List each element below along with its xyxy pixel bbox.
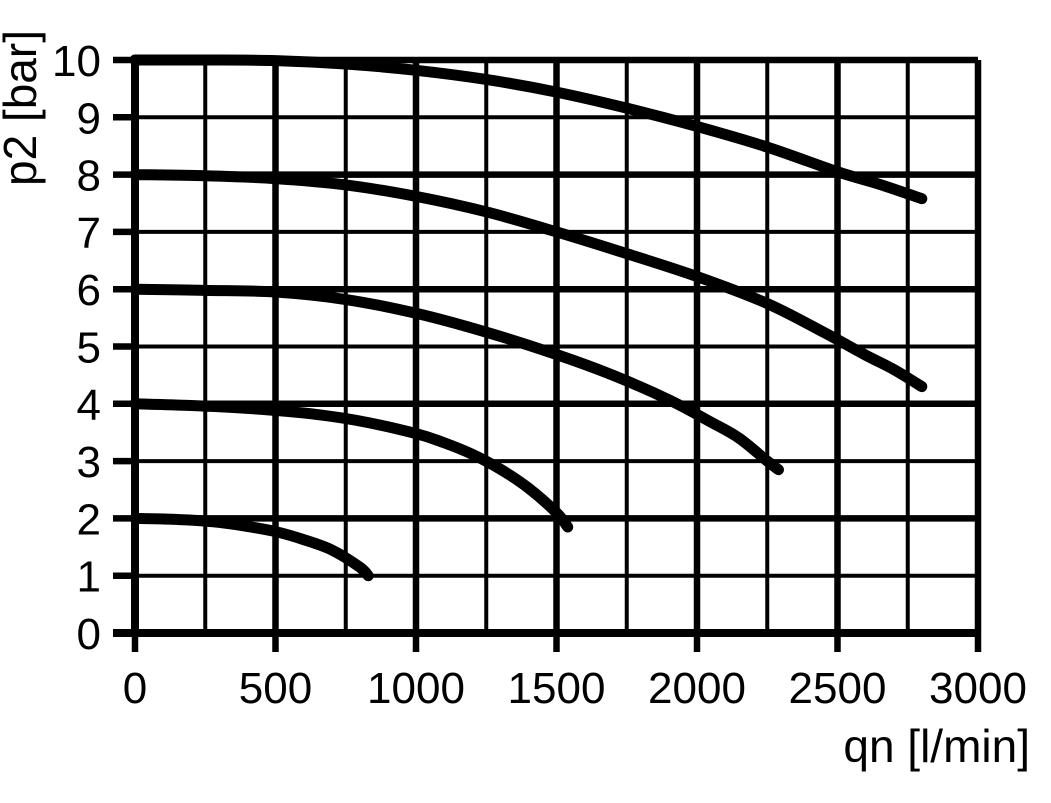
y-tick-label: 1: [77, 553, 101, 602]
y-tick-label: 3: [77, 438, 101, 487]
pressure-curve-8bar: [129, 169, 928, 393]
x-tick-label: 3000: [929, 664, 1027, 713]
x-tick-label: 2000: [648, 664, 746, 713]
y-tick-label: 6: [77, 266, 101, 315]
tick-labels-group: 0 500 1000 1500 2000 2500 3000 0 1 2 3 4 5 6 7 8 9 10: [52, 37, 1027, 713]
y-tick-label: 4: [77, 381, 101, 430]
y-tick-label: 0: [77, 610, 101, 659]
y-tick-label: 7: [77, 209, 101, 258]
pressure-curve-2bar: [129, 512, 374, 582]
pressure-curve-10bar: [129, 54, 928, 205]
x-axis-label: qn [l/min]: [843, 720, 1030, 772]
y-axis-label: p2 [bar]: [0, 30, 46, 186]
x-tick-label: 2500: [789, 664, 887, 713]
gridlines-group: [131, 56, 982, 633]
x-tick-label: 1500: [508, 664, 606, 713]
pressure-curve-6bar: [129, 283, 784, 476]
y-tick-label: 10: [52, 37, 101, 86]
y-tick-label: 2: [77, 495, 101, 544]
y-tick-label: 9: [77, 94, 101, 143]
y-tick-label: 8: [77, 152, 101, 201]
x-tick-label: 1000: [367, 664, 465, 713]
x-tick-label: 500: [239, 664, 312, 713]
pressure-curve-4bar: [129, 398, 574, 533]
curves-group: [129, 54, 928, 582]
x-tick-label: 0: [123, 664, 147, 713]
y-tick-label: 5: [77, 324, 101, 373]
